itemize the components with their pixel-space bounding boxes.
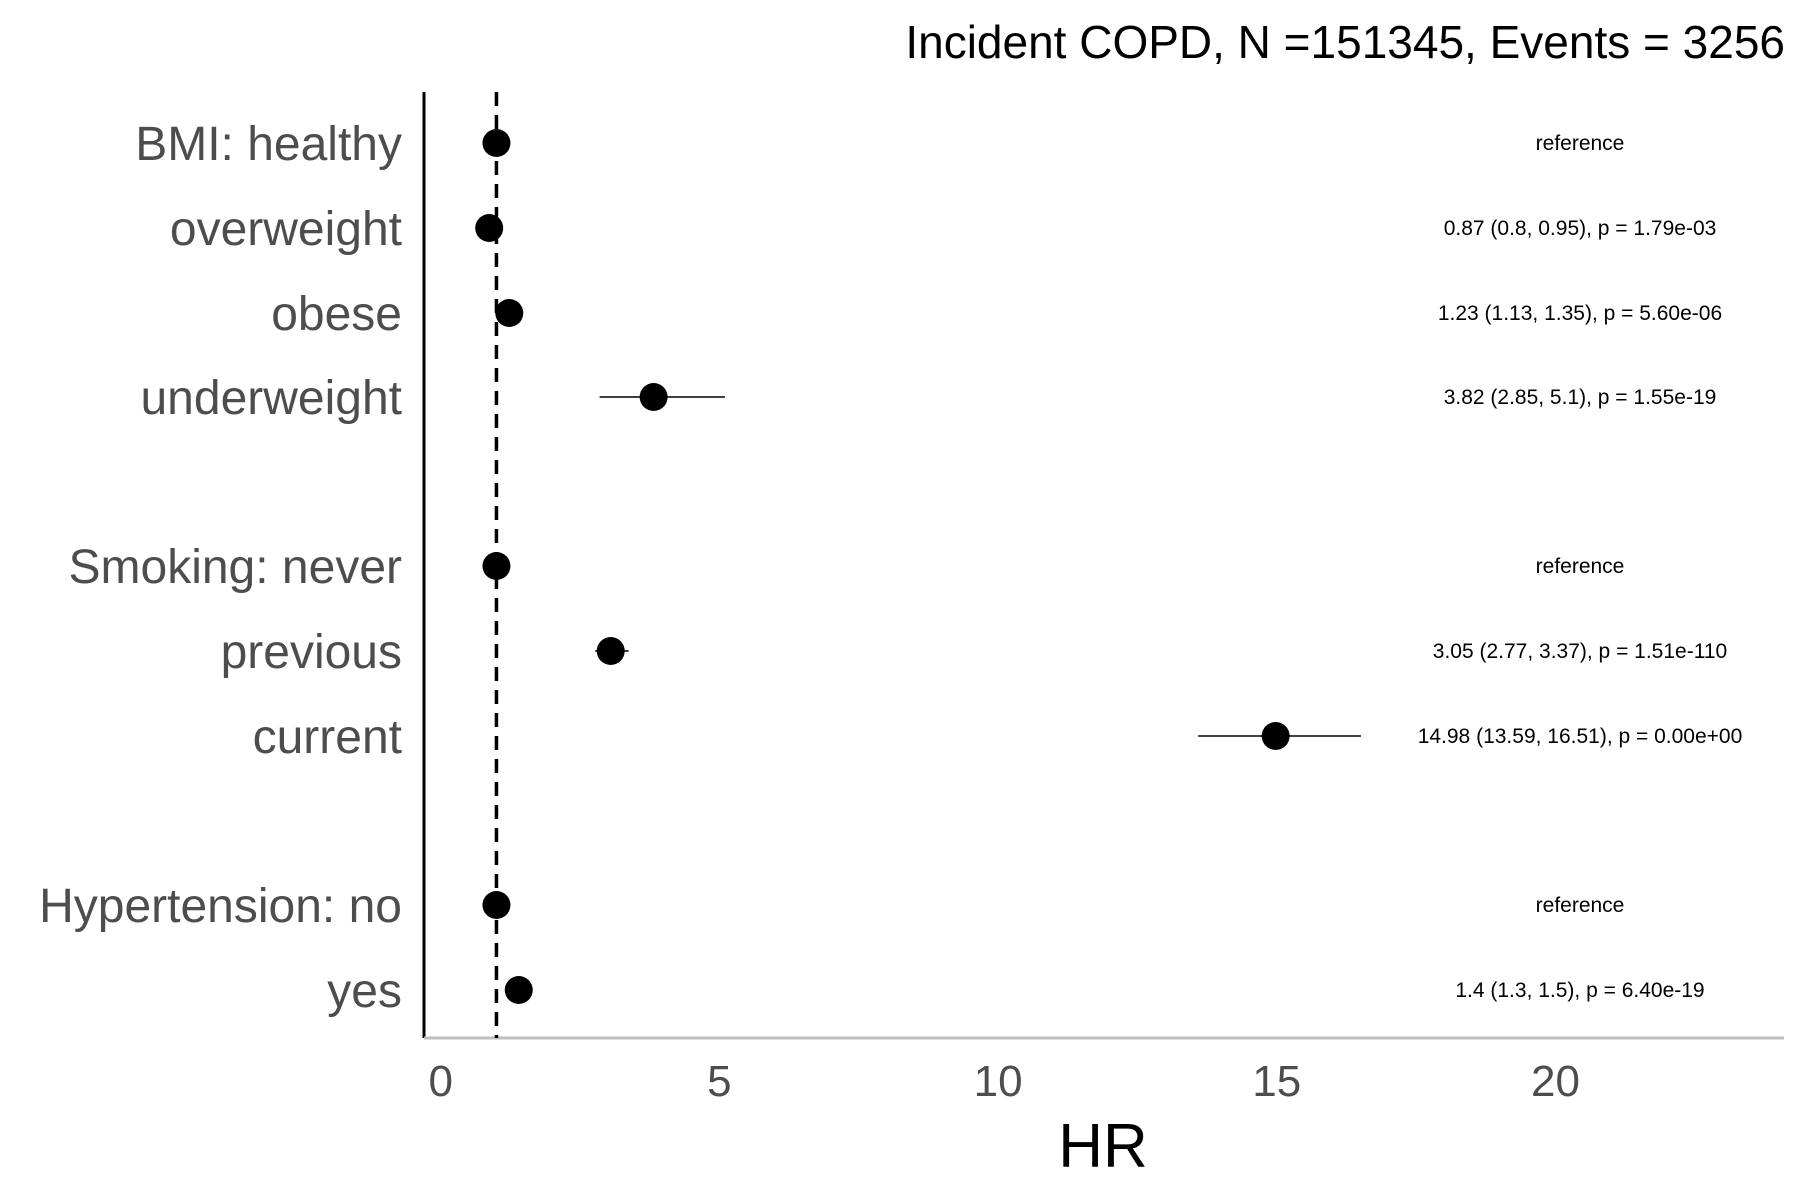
hr-annotations: reference 0.87 (0.8, 0.95), p = 1.79e-03 1… [1418,132,1743,1002]
hr-point-current [1261,722,1290,750]
x-axis-title: HR [1058,1112,1148,1181]
x-tick-label-20: 20 [1531,1057,1580,1106]
x-tick-label-10: 10 [974,1057,1023,1106]
hr-annotation-yes: 1.4 (1.3, 1.5), p = 6.40e-19 [1455,979,1704,1002]
hr-annotation-obese: 1.23 (1.13, 1.35), p = 5.60e-06 [1438,302,1722,325]
hr-annotation-overweight: 0.87 (0.8, 0.95), p = 1.79e-03 [1444,217,1717,240]
y-tick-label-yes: yes [327,965,402,1018]
hr-point-obese [495,299,524,327]
y-tick-label-hypertension-no: Hypertension: no [39,880,402,933]
hr-annotation-bmi-healthy: reference [1536,132,1625,155]
y-tick-label-current: current [253,711,402,764]
hr-point-overweight [475,214,504,242]
x-tick-label-15: 15 [1252,1057,1301,1106]
x-tick-label-0: 0 [428,1057,452,1106]
y-tick-label-overweight: overweight [170,203,402,256]
hr-annotation-smoking-never: reference [1536,555,1625,578]
plot-marks [475,129,1361,1004]
hr-point-smoking-never [482,552,511,580]
x-tick-label-5: 5 [707,1057,731,1106]
hr-annotation-previous: 3.05 (2.77, 3.37), p = 1.51e-110 [1433,640,1727,663]
hr-annotation-current: 14.98 (13.59, 16.51), p = 0.00e+00 [1418,725,1743,748]
hr-point-bmi-healthy [482,129,511,157]
hr-point-underweight [639,383,668,411]
y-tick-label-obese: obese [271,288,402,341]
y-tick-label-previous: previous [221,626,402,679]
x-axis: 0 5 10 15 20 [422,92,1784,1106]
y-tick-label-smoking-never: Smoking: never [69,541,403,594]
hr-annotation-underweight: 3.82 (2.85, 5.1), p = 1.55e-19 [1444,386,1717,409]
y-tick-label-underweight: underweight [140,372,402,425]
hr-point-hypertension-no [482,891,511,919]
chart-title: Incident COPD, N =151345, Events = 3256 [905,16,1785,68]
y-tick-label-bmi-healthy: BMI: healthy [135,118,402,171]
hr-point-previous [596,637,625,665]
y-tick-labels: BMI: healthy overweight obese underweight Sm… [39,118,402,1018]
hr-annotation-hypertension-no: reference [1536,894,1625,917]
hr-point-yes [504,976,533,1004]
